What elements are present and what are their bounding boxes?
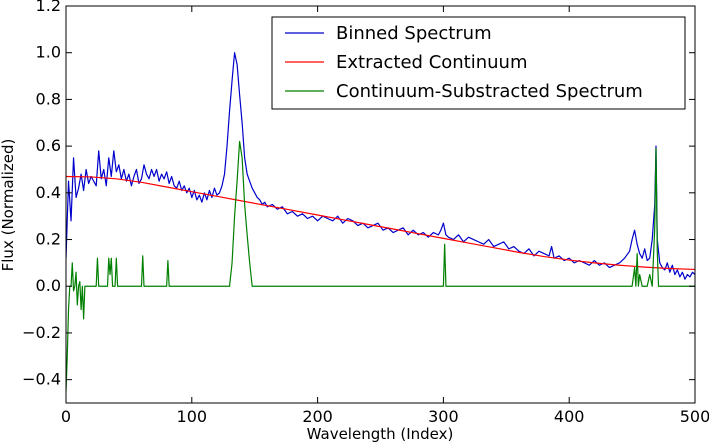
y-tick-label: −0.2 [22, 323, 61, 342]
x-tick-label: 400 [554, 407, 585, 426]
y-tick-label: 0.2 [36, 230, 61, 249]
y-tick-label: 0.4 [36, 183, 61, 202]
series-line-extracted-continuum [66, 175, 695, 271]
y-tick-label: 1.0 [36, 43, 61, 62]
x-tick-label: 100 [177, 407, 208, 426]
y-tick-label: 0.0 [36, 276, 61, 295]
x-tick-label: 0 [61, 407, 71, 426]
series-line-continuum-substracted-spectrum [66, 140, 695, 392]
plot-frame [65, 5, 696, 404]
y-tick-label: 0.8 [36, 89, 61, 108]
x-tick-label: 500 [680, 407, 709, 426]
series-layer [66, 52, 695, 392]
legend: Binned Spectrum Extracted Continuum Cont… [271, 16, 686, 110]
y-tick-label: 0.6 [36, 136, 61, 155]
x-tick-label: 300 [428, 407, 459, 426]
y-tick-label: −0.4 [22, 370, 61, 389]
x-tick-label: 200 [302, 407, 333, 426]
ticks-layer: 0 100 200 300 400 500 −0.4 −0.2 0.0 0.2 0.4 0.6 0.8 1… [22, 0, 709, 426]
y-tick-label: 1.2 [36, 0, 61, 15]
legend-label-continuum-substracted-spectrum: Continuum-Substracted Spectrum [336, 81, 643, 102]
legend-label-extracted-continuum: Extracted Continuum [336, 52, 528, 73]
x-axis-label: Wavelength (Index) [307, 425, 454, 442]
legend-box [271, 16, 686, 110]
legend-label-binned-spectrum: Binned Spectrum [336, 23, 492, 44]
y-axis-label: Flux (Normalized) [0, 139, 17, 272]
